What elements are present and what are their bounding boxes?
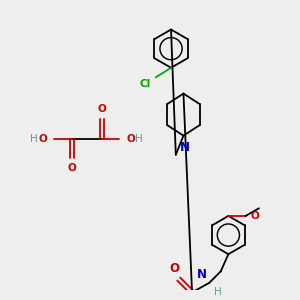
Text: H: H: [30, 134, 38, 143]
Text: O: O: [126, 134, 135, 143]
Text: N: N: [180, 141, 190, 154]
Text: O: O: [67, 164, 76, 173]
Text: H: H: [214, 287, 222, 297]
Text: Cl: Cl: [140, 79, 151, 89]
Text: O: O: [169, 262, 179, 275]
Text: O: O: [98, 104, 106, 114]
Text: O: O: [39, 134, 48, 143]
Text: H: H: [135, 134, 142, 143]
Text: O: O: [250, 211, 259, 221]
Text: N: N: [196, 268, 206, 281]
